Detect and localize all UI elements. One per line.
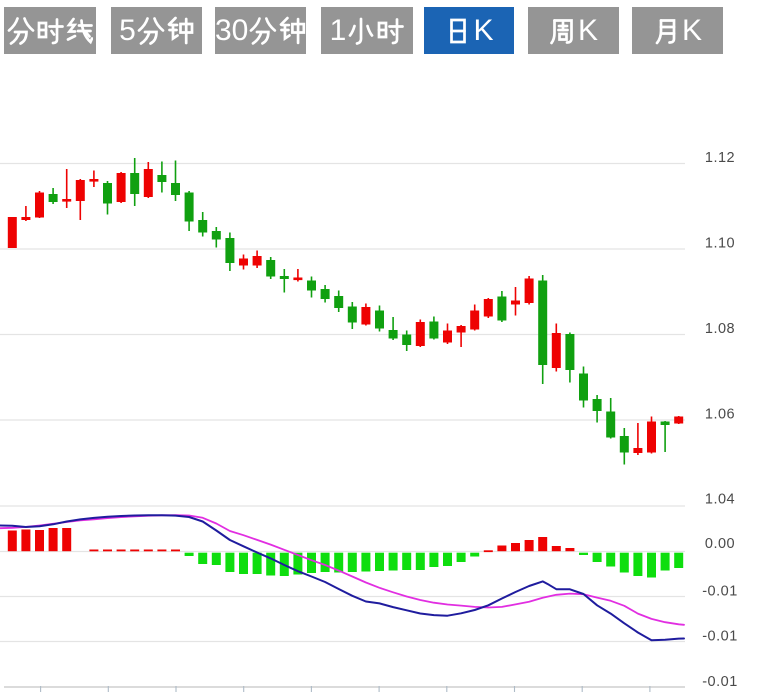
- svg-text:-0.01: -0.01: [702, 629, 738, 645]
- svg-text:1.06: 1.06: [705, 407, 735, 423]
- svg-text:-0.01: -0.01: [702, 674, 738, 690]
- svg-text:0.00: 0.00: [705, 536, 735, 552]
- svg-text:-0.01: -0.01: [702, 584, 738, 600]
- svg-text:1.12: 1.12: [705, 150, 735, 166]
- svg-text:1.08: 1.08: [705, 321, 735, 337]
- svg-text:1.10: 1.10: [705, 236, 735, 252]
- svg-text:1.04: 1.04: [705, 492, 735, 508]
